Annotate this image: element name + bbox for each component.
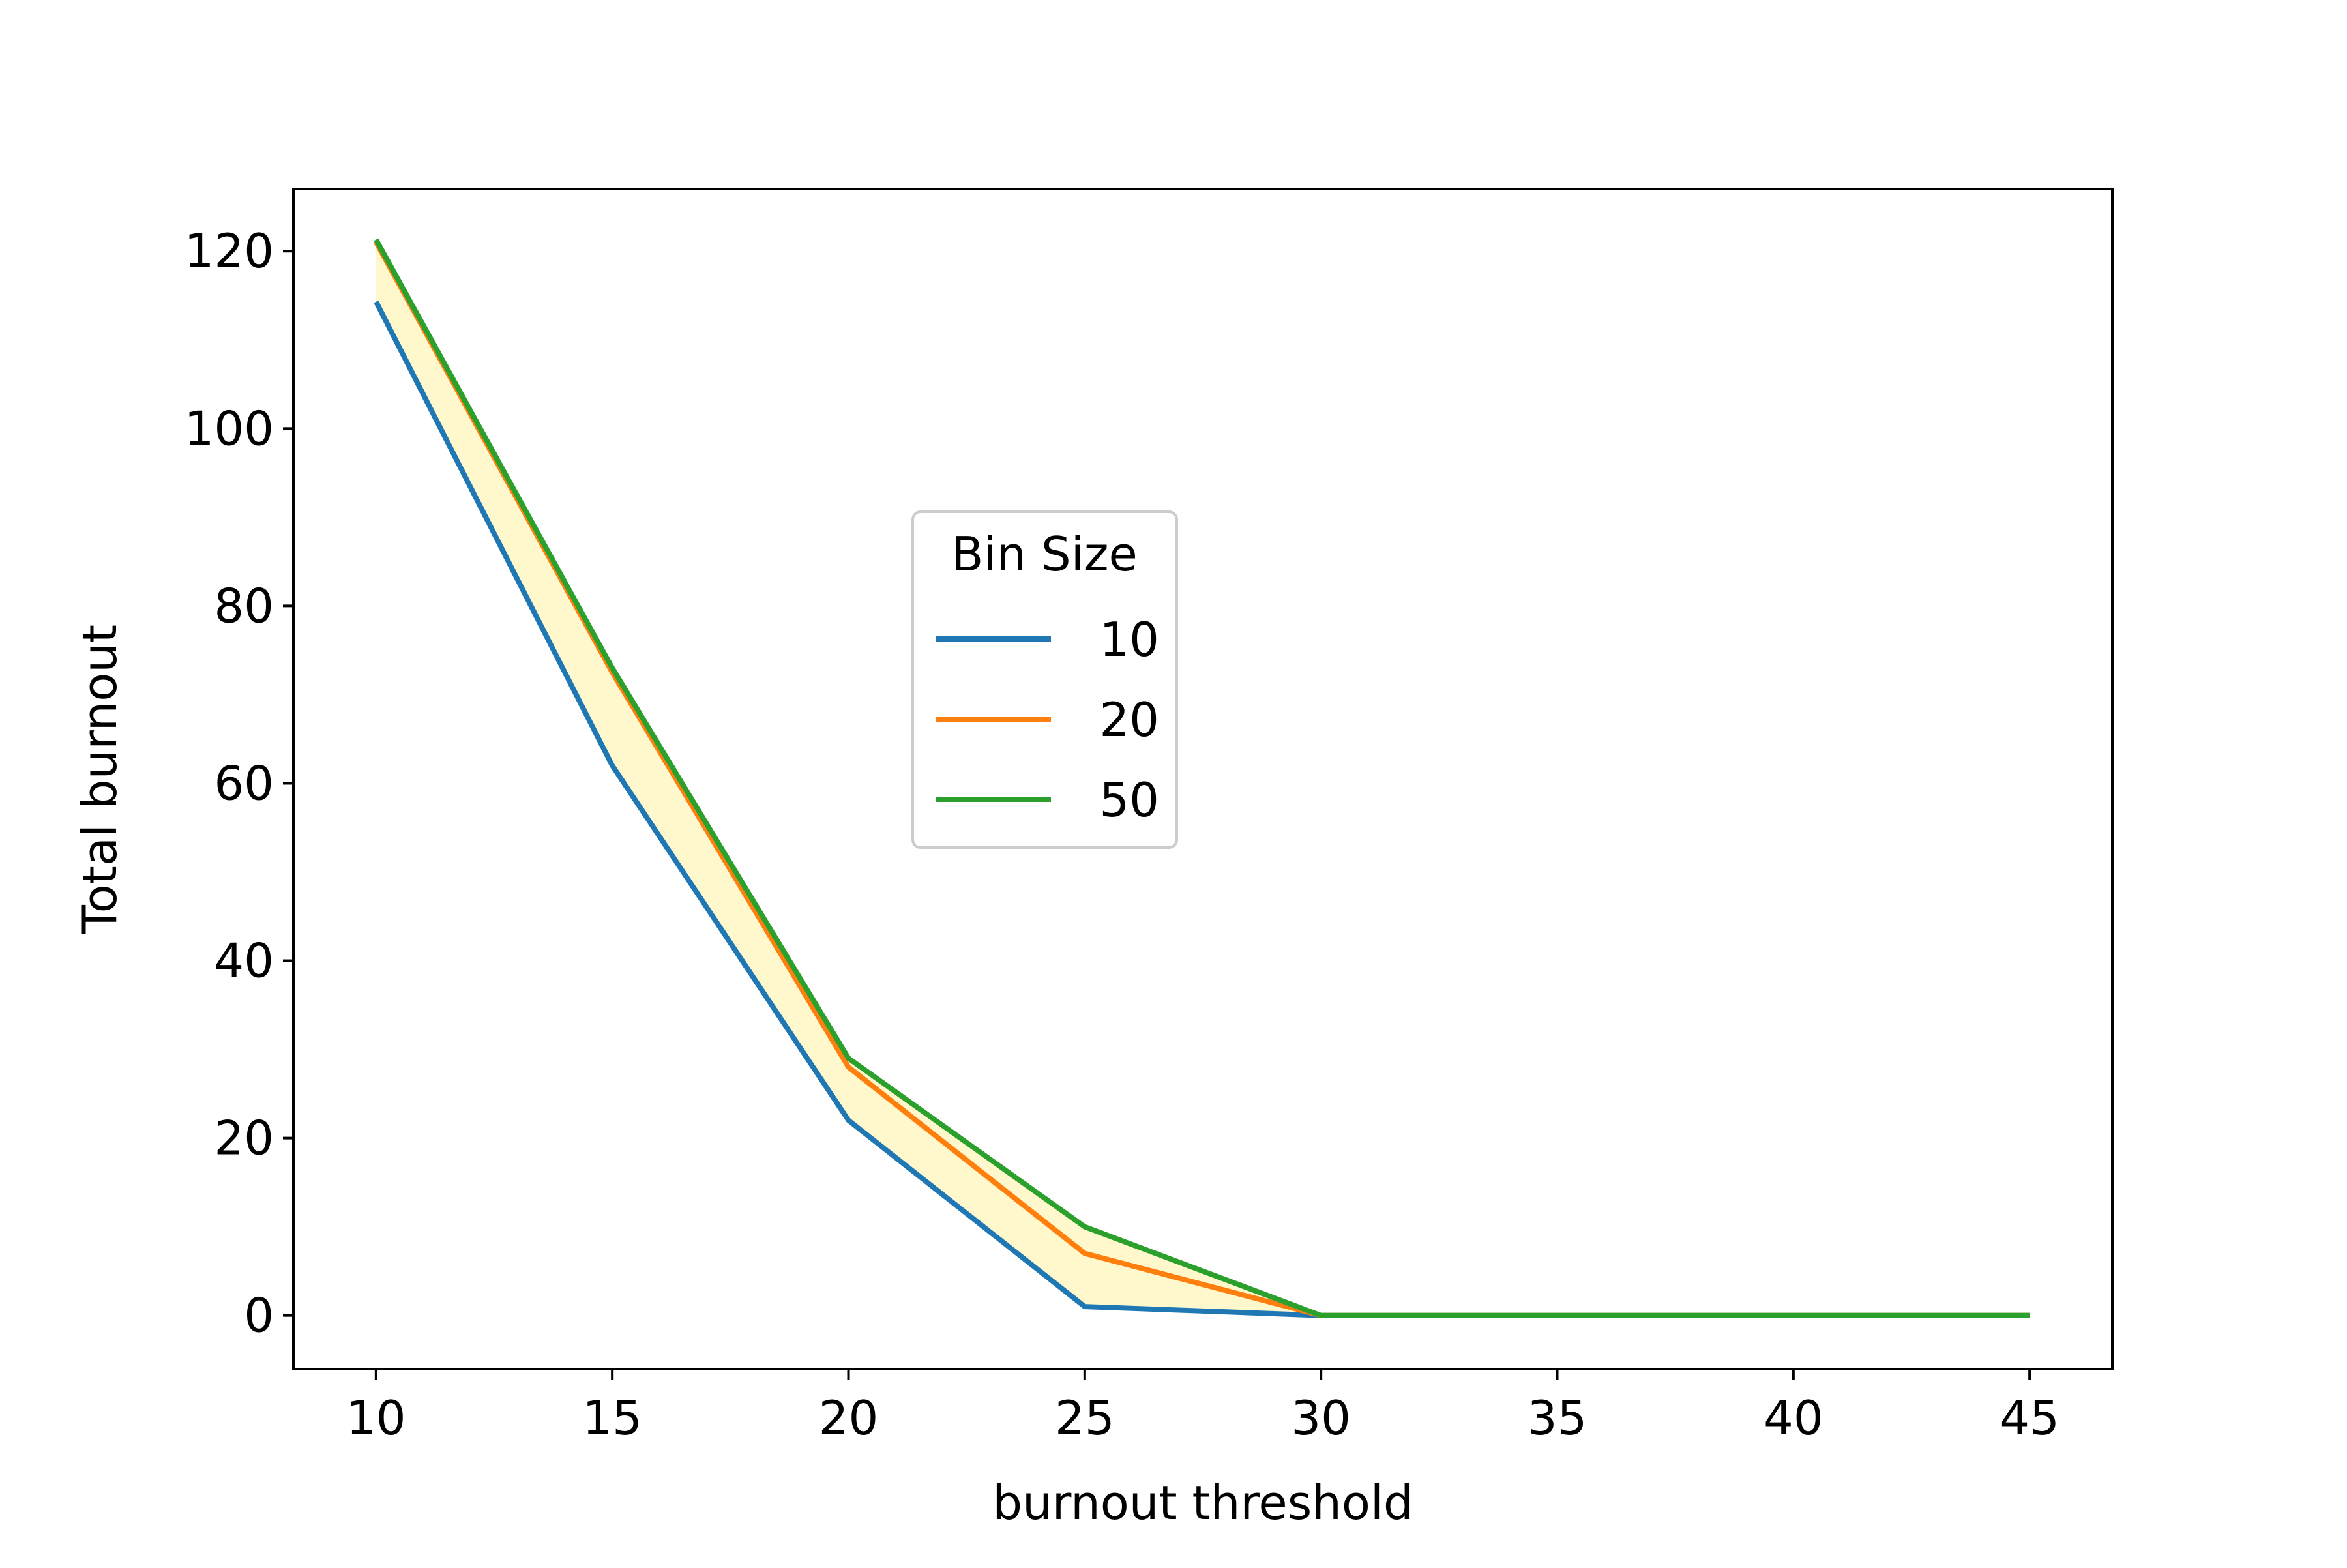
legend-label-50: 50 — [1099, 773, 1159, 827]
legend-box — [911, 510, 1178, 849]
x-tick-label: 15 — [582, 1391, 642, 1445]
y-axis-label: Total burnout — [72, 625, 127, 934]
y-axis-ticks: 0 20 40 60 80 100 120 — [185, 224, 293, 1343]
x-tick-label: 10 — [346, 1391, 406, 1445]
y-tick-label: 80 — [214, 578, 274, 633]
x-tick-label: 35 — [1528, 1391, 1587, 1445]
x-tick-label: 40 — [1764, 1391, 1823, 1445]
axes-frame — [292, 188, 2114, 1370]
x-axis-ticks: 10 15 20 25 30 35 40 45 — [346, 1369, 2059, 1445]
x-tick-label: 20 — [819, 1391, 879, 1445]
y-tick-label: 40 — [214, 934, 274, 988]
legend: Bin Size 10 20 50 — [911, 510, 1178, 849]
y-tick-label: 100 — [185, 401, 274, 456]
series-lines — [374, 238, 2030, 1318]
y-tick-label: 60 — [214, 756, 274, 810]
legend-label-10: 10 — [1099, 612, 1159, 667]
y-tick-label: 0 — [244, 1288, 274, 1343]
legend-title: Bin Size — [951, 527, 1138, 582]
y-tick-label: 20 — [214, 1111, 274, 1166]
y-tick-label: 120 — [185, 224, 274, 278]
legend-entries: 10 20 50 — [936, 612, 1159, 827]
series-line-50 — [374, 238, 2030, 1318]
x-tick-label: 30 — [1291, 1391, 1351, 1445]
x-axis-label: burnout threshold — [992, 1475, 1413, 1530]
x-tick-label: 25 — [1055, 1391, 1115, 1445]
legend-label-20: 20 — [1099, 692, 1159, 747]
x-tick-label: 45 — [2000, 1391, 2059, 1445]
